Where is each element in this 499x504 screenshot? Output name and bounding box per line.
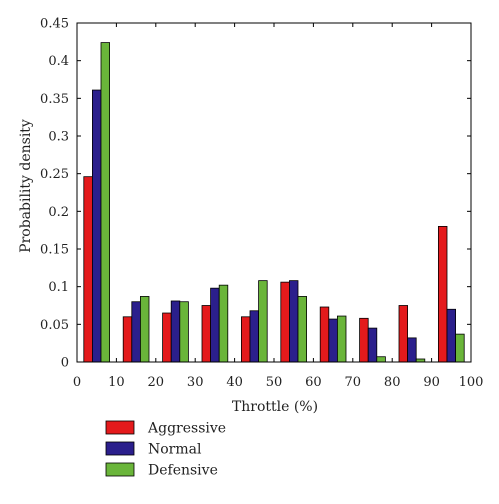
bar-aggressive-5	[280, 281, 290, 363]
x-tick-label-10: 100	[459, 375, 484, 390]
bar-aggressive-1	[122, 316, 133, 363]
bar-normal-8	[407, 337, 417, 363]
x-tick-label-8: 80	[384, 375, 401, 390]
x-tick-label-9: 90	[423, 375, 440, 390]
x-tick-label-2: 20	[148, 375, 165, 390]
bar-normal-2	[170, 300, 181, 363]
bar-aggressive-2	[162, 312, 172, 363]
bar-defensive-9	[455, 333, 465, 363]
bar-aggressive-0	[83, 176, 93, 363]
bar-aggressive-8	[398, 305, 409, 363]
legend-label-aggressive: Aggressive	[147, 421, 226, 437]
bar-normal-9	[446, 308, 457, 363]
legend-label-defensive: Defensive	[148, 463, 218, 479]
legend-swatch-defensive	[105, 462, 135, 477]
bar-defensive-0	[100, 42, 111, 363]
bar-normal-0	[92, 89, 102, 363]
y-tick-label-5: 0.25	[40, 167, 69, 182]
x-tick-label-0: 0	[73, 375, 81, 390]
plot-area: 0 10 20 30 40 50 60 70 80 90 100 0 0.05 0.1 0.15 0.2 0.2…	[40, 17, 483, 391]
bar-normal-6	[328, 318, 338, 363]
legend-label-normal: Normal	[148, 442, 202, 458]
y-tick-label-8: 0.4	[48, 54, 69, 69]
bar-defensive-6	[336, 315, 347, 363]
y-tick-label-4: 0.2	[48, 205, 69, 220]
bar-aggressive-6	[319, 306, 330, 363]
y-tick-label-6: 0.3	[48, 130, 69, 145]
y-tick-label-7: 0.35	[40, 92, 69, 107]
y-tick-label-2: 0.1	[48, 280, 69, 295]
bar-normal-5	[288, 280, 299, 363]
y-tick-label-3: 0.15	[40, 243, 69, 258]
x-tick-label-1: 10	[108, 375, 125, 390]
bar-normal-4	[249, 310, 260, 363]
y-tick-label-0: 0	[61, 356, 69, 371]
x-tick-label-3: 30	[187, 375, 204, 390]
bar-normal-3	[210, 287, 220, 363]
bar-defensive-3	[218, 284, 229, 363]
x-tick-label-4: 40	[226, 375, 243, 390]
bar-defensive-2	[179, 301, 189, 363]
legend: Aggressive Normal Defensive	[105, 420, 226, 479]
y-tick-label-9: 0.45	[40, 17, 69, 32]
x-tick-label-6: 60	[305, 375, 322, 390]
bar-defensive-1	[139, 296, 150, 363]
bar-aggressive-3	[201, 305, 212, 363]
bar-aggressive-9	[437, 225, 448, 363]
legend-swatch-aggressive	[105, 420, 135, 435]
bar-normal-1	[131, 301, 141, 363]
y-axis-title: Probability density	[18, 119, 34, 253]
x-tick-label-5: 50	[266, 375, 283, 390]
bar-aggressive-4	[240, 316, 251, 363]
bar-aggressive-7	[359, 317, 369, 363]
x-tick-label-7: 70	[345, 375, 362, 390]
bar-defensive-7	[376, 356, 386, 363]
legend-swatch-normal	[105, 441, 135, 456]
bar-defensive-5	[297, 296, 308, 363]
bar-normal-7	[367, 327, 378, 363]
x-axis-title: Throttle (%)	[232, 399, 318, 415]
y-tick-label-1: 0.05	[40, 318, 69, 333]
bar-defensive-4	[258, 280, 268, 363]
